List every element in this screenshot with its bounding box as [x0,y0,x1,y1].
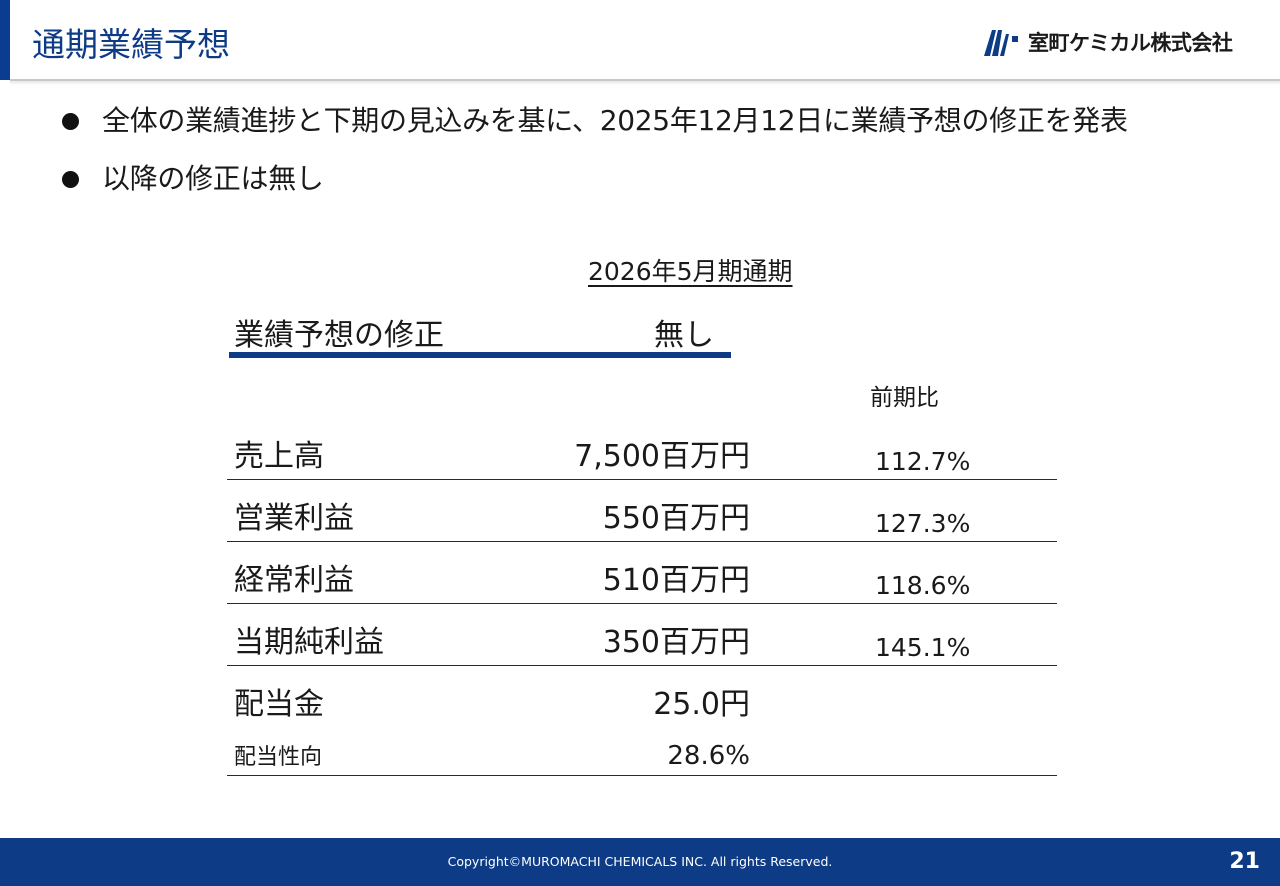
row-yoy: 127.3% [875,509,971,538]
row-value: 7,500百万円 [574,439,750,474]
title-accent-bar [0,0,10,80]
title-divider [10,79,1280,81]
row-label: 営業利益 [234,501,354,536]
revision-underline [229,352,731,358]
page-number: 21 [1229,849,1260,874]
table-row: 配当金 25.0円 [227,687,1057,728]
bullet-item: 以降の修正は無し [60,161,1128,197]
company-name: 室町ケミカル株式会社 [1028,31,1233,55]
revision-label: 業績予想の修正 [234,318,444,353]
yoy-header: 前期比 [870,385,939,411]
row-divider [227,664,1057,666]
table-row: 当期純利益 350百万円 145.1% [227,625,1057,666]
table-row: 配当性向 28.6% [227,736,1057,776]
copyright-text: Copyright©MUROMACHI CHEMICALS INC. All r… [447,854,833,869]
row-yoy: 112.7% [875,447,971,476]
bullet-item: 全体の業績進捗と下期の見込みを基に、2025年12月12日に業績予想の修正を発表 [60,103,1128,139]
row-value: 350百万円 [602,625,750,660]
row-label: 売上高 [234,439,324,474]
title-shadow [10,81,1280,85]
row-label: 当期純利益 [234,625,384,660]
row-value: 25.0円 [653,687,750,722]
row-divider [227,478,1057,480]
row-divider [227,774,1057,776]
row-value: 510百万円 [602,563,750,598]
row-label: 配当金 [234,687,324,722]
revision-value: 無し [654,318,714,353]
row-divider [227,540,1057,542]
logo-mark-icon [984,30,1018,56]
row-value: 28.6% [667,741,750,771]
row-label: 配当性向 [234,745,323,770]
period-header: 2026年5月期通期 [588,257,793,286]
row-value: 550百万円 [602,501,750,536]
row-yoy: 118.6% [875,571,971,600]
row-label: 経常利益 [234,563,354,598]
table-row: 売上高 7,500百万円 112.7% [227,439,1057,480]
company-logo: 室町ケミカル株式会社 [982,26,1233,58]
bullet-list: 全体の業績進捗と下期の見込みを基に、2025年12月12日に業績予想の修正を発表… [60,103,1128,219]
row-divider [227,602,1057,604]
row-yoy: 145.1% [875,633,971,662]
table-row: 経常利益 510百万円 118.6% [227,563,1057,604]
table-row: 営業利益 550百万円 127.3% [227,501,1057,542]
page-title: 通期業績予想 [32,25,230,64]
footer-bar: Copyright©MUROMACHI CHEMICALS INC. All r… [0,838,1280,886]
